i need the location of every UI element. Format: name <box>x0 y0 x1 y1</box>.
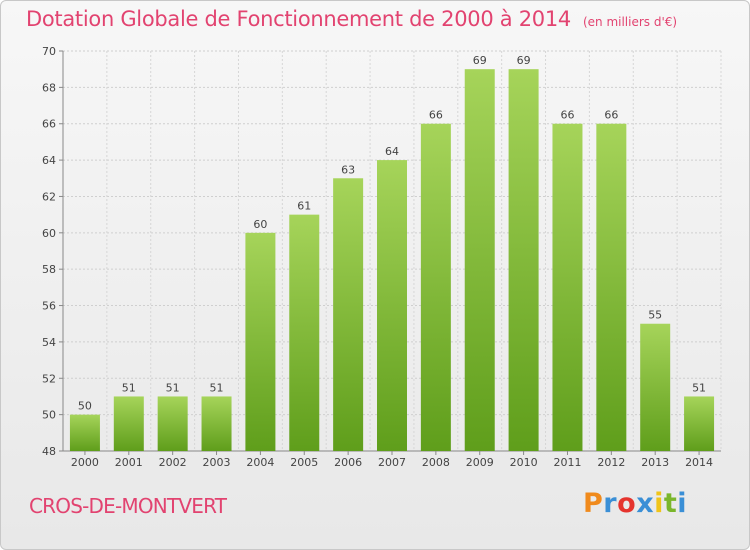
y-tick-label: 52 <box>42 372 56 385</box>
x-tick-label-2013: 2013 <box>641 456 669 469</box>
y-tick-label: 64 <box>42 154 56 167</box>
logo-letter: r <box>603 488 618 519</box>
y-tick-label: 66 <box>42 118 56 131</box>
logo-letter: i <box>677 488 688 519</box>
chart-title-text: Dotation Globale de Fonctionnement de 20… <box>26 7 571 31</box>
value-label-2013: 55 <box>648 309 662 322</box>
bar-2004 <box>245 232 276 451</box>
data-labels: 50 51 51 51 60 61 63 64 66 69 69 66 66 55 51 <box>78 54 706 412</box>
chart-unit: (en milliers d'€) <box>582 15 678 29</box>
value-label-2000: 50 <box>78 400 92 413</box>
bar-2002 <box>157 396 188 451</box>
logo-letter: o <box>617 488 637 519</box>
y-tick-label: 48 <box>42 445 56 458</box>
value-label-2008: 66 <box>429 109 443 122</box>
y-tick-label: 62 <box>42 190 56 203</box>
bar-2010 <box>508 69 539 451</box>
bar-2008 <box>420 123 451 452</box>
bar-2006 <box>333 178 364 452</box>
value-label-2006: 63 <box>341 163 355 176</box>
y-tick-label: 54 <box>42 336 56 349</box>
bar-2013 <box>640 323 671 451</box>
x-tick-label-2007: 2007 <box>378 456 406 469</box>
bar-2005 <box>289 214 320 451</box>
bar-2007 <box>377 160 407 451</box>
bar-2014 <box>684 396 715 451</box>
x-tick-label-2009: 2009 <box>466 456 494 469</box>
x-tick-label-2004: 2004 <box>246 456 274 469</box>
value-label-2007: 64 <box>385 145 399 158</box>
value-label-2004: 60 <box>253 218 267 231</box>
x-tick-label-2003: 2003 <box>203 456 231 469</box>
x-tick-label-2006: 2006 <box>334 456 362 469</box>
logo-letter: P <box>583 488 604 519</box>
proxiti-logo: Proxiti <box>583 488 687 519</box>
value-label-2005: 61 <box>297 200 311 213</box>
x-tick-label-2005: 2005 <box>290 456 318 469</box>
y-tick-label: 50 <box>42 409 56 422</box>
value-label-2010: 69 <box>517 54 531 67</box>
y-tick-label: 60 <box>42 227 56 240</box>
x-tick-label-2011: 2011 <box>553 456 581 469</box>
bar-2009 <box>464 69 495 451</box>
bar-2000 <box>69 414 100 451</box>
x-tick-label-2002: 2002 <box>159 456 187 469</box>
x-tick-label-2010: 2010 <box>510 456 538 469</box>
x-tick-label-2008: 2008 <box>422 456 450 469</box>
bars <box>69 69 715 452</box>
bar-2001 <box>113 396 144 451</box>
y-tick-label: 58 <box>42 263 56 276</box>
y-tick-label: 56 <box>42 300 56 313</box>
logo-letter: i <box>654 488 664 519</box>
value-label-2003: 51 <box>210 381 224 394</box>
value-label-2001: 51 <box>122 381 136 394</box>
value-label-2011: 66 <box>560 109 574 122</box>
value-label-2014: 51 <box>692 381 706 394</box>
logo-letter: x <box>636 488 655 519</box>
logo-letter: t <box>663 488 678 519</box>
x-tick-label-2014: 2014 <box>685 456 713 469</box>
x-tick-label-2001: 2001 <box>115 456 143 469</box>
value-label-2002: 51 <box>166 381 180 394</box>
bar-2003 <box>201 396 232 451</box>
bar-2011 <box>552 123 583 452</box>
y-tick-label: 70 <box>42 45 56 58</box>
x-tick-label-2012: 2012 <box>597 456 625 469</box>
y-tick-label: 68 <box>42 81 56 94</box>
chart-title: Dotation Globale de Fonctionnement de 20… <box>26 7 677 31</box>
x-tick-label-2000: 2000 <box>71 456 99 469</box>
value-label-2009: 69 <box>473 54 487 67</box>
value-label-2012: 66 <box>604 109 618 122</box>
bar-2012 <box>596 123 627 452</box>
commune-name: CROS-DE-MONTVERT <box>29 494 227 518</box>
